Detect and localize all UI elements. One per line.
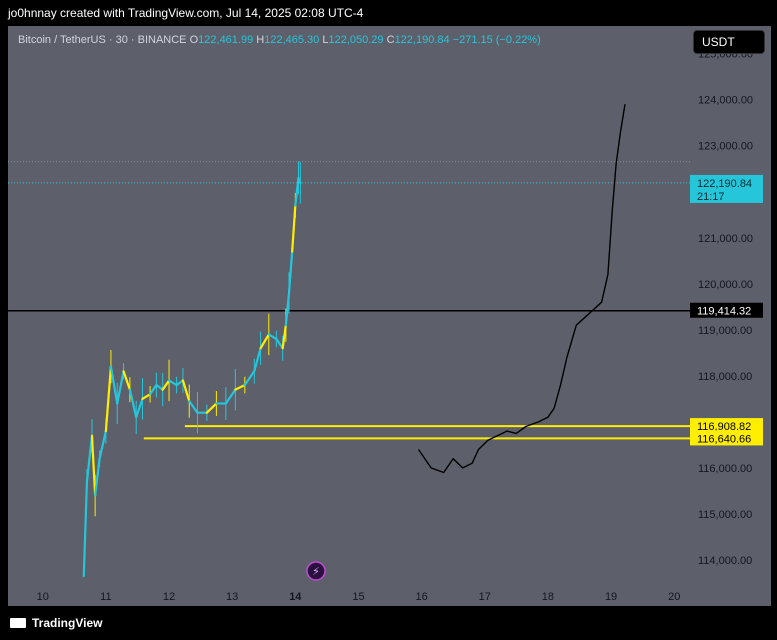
chart-credit: jo0hnnay created with TradingView.com, J… [8,6,364,20]
x-tick-label: 14 [289,591,302,603]
black-line-tag-bg [690,302,763,318]
series-layer [82,104,626,578]
price-segment [155,383,164,391]
price-segment [224,388,237,405]
x-tick-label: 16 [415,591,427,603]
price-segment [167,379,178,387]
yellow-tag-1-label: 116,908.82 [697,421,751,433]
x-tick-label: 17 [479,591,491,603]
price-segment [128,388,138,419]
low-value: 122,050.29 [328,34,384,46]
x-tick-label: 11 [100,591,111,603]
y-tick-label: 121,000.00 [698,233,753,245]
price-segment [109,365,119,405]
price-segment [188,400,199,414]
tradingview-logo-icon [10,618,26,628]
time-axis[interactable] [8,583,690,606]
open-value: 122,461.99 [198,34,254,46]
high-label: H [256,34,265,46]
x-tick-label: 18 [542,591,554,603]
low-label: L [322,34,329,46]
current-price-tag-countdown: 21:17 [697,191,725,203]
price-segment [291,204,297,253]
yellow-tag-1-bg [690,418,763,434]
price-segment [284,291,291,327]
price-segment [287,250,294,295]
plot-area[interactable] [8,26,690,606]
event-marker-icon[interactable]: ⚡ [306,561,326,581]
black-line-tag-label: 119,414.32 [697,306,751,318]
yellow-tag-2-label: 116,640.66 [697,433,751,445]
price-segment [104,365,113,433]
footer-brand-text: TradingView [32,616,103,630]
x-tick-label: 10 [37,591,49,603]
price-segment [275,337,284,350]
price-segment [135,397,144,419]
price-segment [85,434,94,483]
price-segment [267,333,278,341]
price-segment [141,393,152,400]
price-segment [82,480,89,578]
close-value: 122,190.84 [394,34,450,46]
y-tick-label: 115,000.00 [698,509,752,521]
close-label: C [386,34,395,46]
x-tick-label: 19 [605,591,617,603]
price-segment [90,434,97,497]
open-label: O [189,34,199,46]
price-segment [122,370,131,391]
change-value: −271.15 (−0.22%) [452,34,541,46]
y-tick-label: 114,000.00 [698,555,752,567]
price-segment [94,457,101,497]
x-axis-ticks: 10 11 12 13 14 15 16 17 18 19 20 [37,591,681,603]
price-segment [234,383,246,391]
svg-text:⚡: ⚡ [312,565,320,578]
price-segment [243,370,256,387]
y-tick-label: 124,000.00 [698,95,753,107]
price-segment [281,324,287,350]
price-segment [205,402,218,414]
x-tick-label: 20 [668,591,680,603]
y-tick-label: 119,000.00 [698,325,752,337]
symbol-name: Bitcoin / TetherUS · 30 · BINANCE [18,34,187,46]
price-segment [148,383,158,396]
y-tick-label: 116,000.00 [698,463,752,475]
price-segment [259,333,270,350]
x-tick-label: 13 [226,591,238,603]
x-tick-label: 12 [163,591,175,603]
high-value: 122,465.30 [264,34,320,46]
price-segment [294,176,300,207]
x-tick-label: 15 [352,591,364,603]
symbol-legend: Bitcoin / TetherUS · 30 · BINANCE O122,4… [18,34,541,46]
currency-button[interactable]: USDT [693,30,765,54]
current-price-tag-bg [690,174,763,203]
horizontal-lines [8,161,690,440]
current-price-tag-label: 122,190.84 [697,178,752,190]
y-tick-label: 123,000.00 [698,141,753,153]
footer-brand: TradingView [10,616,102,630]
price-segment [175,379,185,387]
yellow-tag-2-bg [690,430,763,446]
price-segment [181,379,191,403]
y-tick-label: 118,000.00 [698,371,752,383]
y-tick-label: 120,000.00 [698,279,753,291]
price-segment [116,370,125,405]
price-segment [98,429,107,460]
price-segment [161,379,171,391]
price-segment [253,347,262,373]
projection-path[interactable] [417,104,626,474]
